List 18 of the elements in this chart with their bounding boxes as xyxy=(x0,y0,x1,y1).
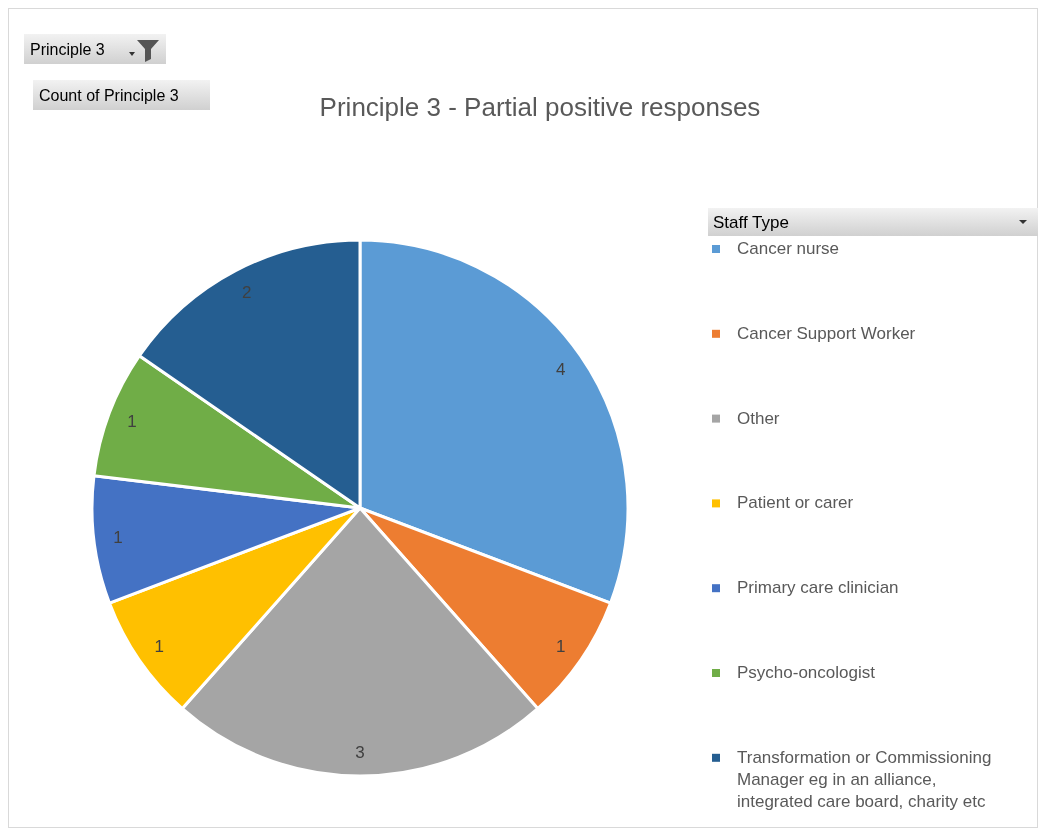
data-label: 1 xyxy=(154,637,165,657)
legend-label: Transformation or Commissioning Manager eg in an alliance, integrated care board, charity etc xyxy=(737,747,992,811)
data-label: 4 xyxy=(555,360,566,380)
chart-title: Principle 3 - Partial positive responses xyxy=(319,92,761,122)
text: Count of Principle 3 xyxy=(39,87,179,104)
data-label: 2 xyxy=(241,283,252,302)
legend-title: Staff Type xyxy=(713,213,789,232)
legend-label: Cancer Support Worker xyxy=(737,323,916,343)
legend-label: Primary care clinician xyxy=(737,578,899,598)
data-label: 1 xyxy=(113,528,123,548)
legend-label: Patient or carer xyxy=(737,493,854,513)
text: Principle 3 xyxy=(30,41,105,58)
data-label: 1 xyxy=(555,637,566,657)
legend-label: Psycho-oncologist xyxy=(737,663,876,682)
legend-label: Other xyxy=(737,408,780,428)
data-label: 1 xyxy=(127,412,137,432)
legend-label: Cancer nurse xyxy=(737,239,840,258)
data-label: 3 xyxy=(355,742,365,762)
